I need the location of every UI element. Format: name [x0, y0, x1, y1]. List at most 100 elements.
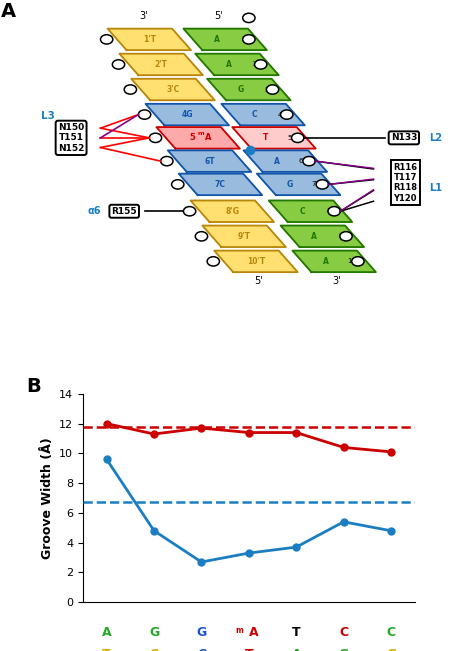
Text: 5': 5'	[215, 11, 223, 21]
Circle shape	[281, 110, 293, 119]
Polygon shape	[244, 150, 327, 172]
Text: C: C	[386, 626, 396, 639]
Text: A: A	[1, 2, 16, 21]
Polygon shape	[131, 79, 215, 100]
Polygon shape	[232, 127, 316, 148]
Circle shape	[112, 60, 125, 69]
Text: L1: L1	[428, 183, 442, 193]
Text: 8'G: 8'G	[225, 207, 239, 215]
Text: 10'T: 10'T	[247, 257, 265, 266]
Text: C: C	[339, 626, 348, 639]
Text: T: T	[102, 648, 111, 651]
Text: G: G	[287, 180, 293, 189]
Circle shape	[172, 180, 184, 189]
Text: 3'C: 3'C	[166, 85, 180, 94]
Polygon shape	[214, 251, 298, 272]
Text: L3: L3	[41, 111, 55, 121]
Text: C: C	[299, 207, 305, 215]
Circle shape	[352, 256, 364, 266]
Text: 2: 2	[253, 61, 257, 68]
Polygon shape	[183, 29, 267, 50]
Text: A: A	[226, 60, 231, 69]
Polygon shape	[156, 127, 240, 148]
Circle shape	[340, 232, 352, 241]
Text: N133: N133	[391, 133, 417, 143]
Circle shape	[138, 110, 151, 119]
Circle shape	[328, 206, 340, 216]
Text: C: C	[197, 648, 206, 651]
Polygon shape	[146, 104, 229, 125]
Text: 3': 3'	[332, 276, 341, 286]
Circle shape	[243, 13, 255, 23]
Circle shape	[207, 256, 219, 266]
Polygon shape	[269, 201, 352, 222]
Text: α6: α6	[87, 206, 100, 216]
Text: A: A	[323, 257, 328, 266]
Text: 3': 3'	[139, 11, 147, 21]
Text: m: m	[197, 131, 204, 136]
Text: 7'*: 7'*	[312, 182, 321, 187]
Text: L2: L2	[428, 133, 442, 143]
Circle shape	[183, 206, 196, 216]
Text: T: T	[292, 626, 301, 639]
Polygon shape	[202, 226, 286, 247]
Text: T: T	[263, 133, 268, 143]
Circle shape	[303, 156, 315, 166]
Text: 1'T: 1'T	[143, 35, 156, 44]
Circle shape	[292, 133, 304, 143]
Text: 10: 10	[348, 258, 356, 264]
Text: 6'*: 6'*	[299, 158, 308, 164]
Text: G: G	[196, 626, 207, 639]
Text: 6T: 6T	[204, 157, 215, 165]
Circle shape	[243, 35, 255, 44]
Circle shape	[124, 85, 137, 94]
Polygon shape	[191, 201, 274, 222]
Text: A: A	[311, 232, 317, 241]
Text: m: m	[235, 626, 243, 635]
Polygon shape	[179, 174, 262, 195]
Text: 5: 5	[190, 133, 195, 143]
Text: A: A	[205, 133, 212, 143]
Text: N150
T151
N152: N150 T151 N152	[58, 123, 84, 153]
Text: 4G: 4G	[182, 110, 193, 119]
Text: G: G	[149, 626, 159, 639]
Text: C: C	[252, 110, 257, 119]
Y-axis label: Groove Width (Å): Groove Width (Å)	[41, 437, 54, 559]
Text: 8: 8	[326, 208, 331, 214]
Polygon shape	[108, 29, 191, 50]
Circle shape	[149, 133, 162, 143]
Circle shape	[195, 232, 208, 241]
Polygon shape	[168, 150, 251, 172]
Polygon shape	[207, 79, 291, 100]
Text: 9'T: 9'T	[237, 232, 251, 241]
Polygon shape	[292, 251, 376, 272]
Text: C: C	[149, 648, 159, 651]
Text: G: G	[338, 648, 349, 651]
Text: 7C: 7C	[215, 180, 226, 189]
Text: A: A	[292, 648, 301, 651]
Text: 4': 4'	[278, 111, 284, 118]
Text: T: T	[245, 648, 253, 651]
Circle shape	[161, 156, 173, 166]
Text: 5'*: 5'*	[287, 135, 297, 141]
Text: A: A	[249, 626, 258, 639]
Polygon shape	[119, 54, 203, 76]
Text: R116
T117
R118
Y120: R116 T117 R118 Y120	[393, 163, 417, 202]
Polygon shape	[281, 226, 364, 247]
Text: 9: 9	[338, 233, 343, 240]
Text: 3: 3	[264, 87, 269, 92]
Text: G: G	[386, 648, 396, 651]
Circle shape	[255, 60, 267, 69]
Text: A: A	[214, 35, 219, 44]
Text: A: A	[102, 626, 111, 639]
Circle shape	[100, 35, 113, 44]
Text: 5': 5'	[254, 276, 263, 286]
Text: A: A	[274, 157, 280, 165]
Polygon shape	[221, 104, 305, 125]
Polygon shape	[257, 174, 340, 195]
Polygon shape	[195, 54, 279, 76]
Text: 2'T: 2'T	[155, 60, 168, 69]
Text: G: G	[237, 85, 244, 94]
Text: R155: R155	[111, 207, 137, 215]
Circle shape	[316, 180, 328, 189]
